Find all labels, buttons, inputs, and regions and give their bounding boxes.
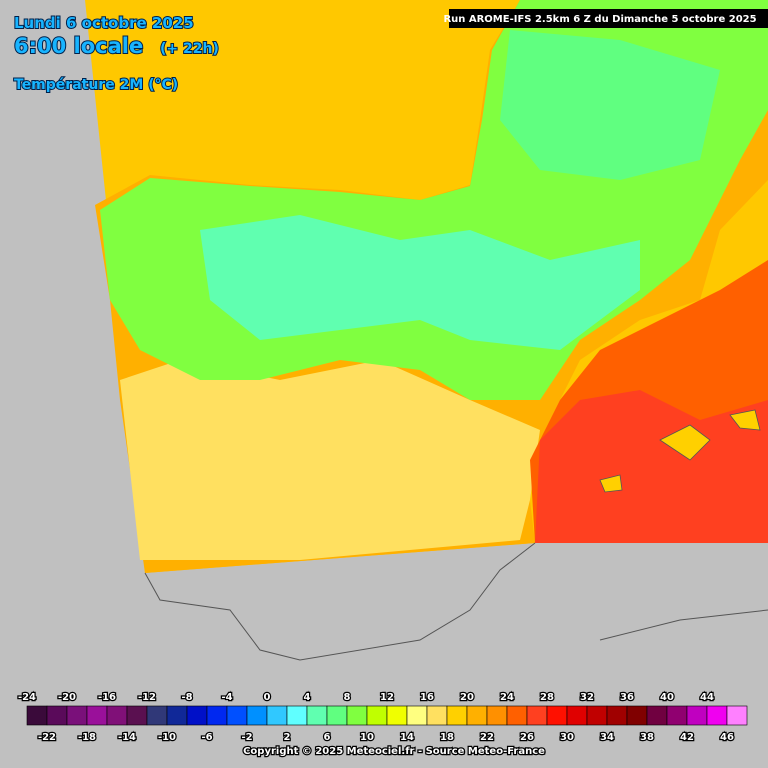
island	[659, 424, 711, 461]
color-swatch	[526, 705, 548, 726]
legend-label: 6	[324, 732, 331, 743]
color-swatch	[406, 705, 428, 726]
legend-label: 22	[480, 732, 494, 743]
legend-label: -16	[98, 692, 116, 703]
land-cool	[200, 215, 640, 350]
color-swatch	[446, 705, 468, 726]
color-swatch	[306, 705, 328, 726]
color-swatch	[246, 705, 268, 726]
legend-label: 2	[284, 732, 291, 743]
legend-label: 12	[380, 692, 394, 703]
legend-label: 42	[680, 732, 694, 743]
legend-label: 26	[520, 732, 534, 743]
color-swatch	[686, 705, 708, 726]
color-swatch	[486, 705, 508, 726]
color-swatch	[606, 705, 628, 726]
legend-label: 14	[400, 732, 414, 743]
color-swatch	[546, 705, 568, 726]
color-swatch	[86, 705, 108, 726]
legend-label: 38	[640, 732, 654, 743]
color-swatch	[106, 705, 128, 726]
color-swatch	[66, 705, 88, 726]
legend-label: -22	[38, 732, 56, 743]
legend-label: -14	[118, 732, 136, 743]
legend-label: -8	[181, 692, 192, 703]
legend-label: 36	[620, 692, 634, 703]
date: Lundi 6 octobre 2025	[14, 14, 194, 32]
legend-label: 46	[720, 732, 734, 743]
color-swatch	[726, 705, 748, 726]
color-swatch	[126, 705, 148, 726]
legend-label: 0	[264, 692, 271, 703]
legend-label: 34	[600, 732, 614, 743]
land-france	[500, 30, 720, 180]
legend-label: 20	[460, 692, 474, 703]
color-swatch	[26, 705, 48, 726]
color-swatch	[506, 705, 528, 726]
legend-label: -12	[138, 692, 156, 703]
legend-label: 32	[580, 692, 594, 703]
color-swatch	[426, 705, 448, 726]
island	[729, 409, 761, 431]
legend-label: 30	[560, 732, 574, 743]
legend-label: 16	[420, 692, 434, 703]
coastline	[599, 609, 768, 641]
legend-label: -6	[201, 732, 212, 743]
color-swatch	[286, 705, 308, 726]
island	[599, 474, 623, 493]
legend-label: -20	[58, 692, 76, 703]
run-info: Run AROME-IFS 2.5km 6 Z du Dimanche 5 oc…	[443, 14, 756, 25]
legend-label: 24	[500, 692, 514, 703]
color-swatch	[166, 705, 188, 726]
copyright: Copyright © 2025 Meteociel.fr - Source M…	[243, 746, 545, 757]
color-swatch	[466, 705, 488, 726]
legend: -24-22-20-18-16-14-12-10-8-6-4-202468101…	[17, 691, 748, 744]
legend-label: -4	[221, 692, 232, 703]
color-swatch	[386, 705, 408, 726]
sea-hot	[535, 390, 768, 543]
legend-label: -2	[241, 732, 252, 743]
color-swatch	[186, 705, 208, 726]
legend-label: -24	[18, 692, 36, 703]
color-swatch	[666, 705, 688, 726]
color-swatch	[206, 705, 228, 726]
color-swatch	[626, 705, 648, 726]
legend-label: 4	[304, 692, 311, 703]
legend-label: -18	[78, 732, 96, 743]
color-swatch	[146, 705, 168, 726]
time: 6:00 locale	[14, 34, 143, 58]
color-swatch	[706, 705, 728, 726]
run-box	[449, 9, 768, 28]
legend-label: 28	[540, 692, 554, 703]
legend-label: 10	[360, 732, 374, 743]
coastline	[144, 542, 536, 661]
color-swatch	[646, 705, 668, 726]
legend-label: -10	[158, 732, 176, 743]
color-swatch	[46, 705, 68, 726]
legend-label: 18	[440, 732, 454, 743]
legend-label: 44	[700, 692, 714, 703]
color-swatch	[266, 705, 288, 726]
legend-label: 40	[660, 692, 674, 703]
color-swatch	[366, 705, 388, 726]
offset: (+ 22h)	[160, 41, 219, 57]
parameter: Température 2M (°C)	[14, 77, 178, 93]
color-swatch	[326, 705, 348, 726]
color-swatch	[226, 705, 248, 726]
legend-label: 8	[344, 692, 351, 703]
color-swatch	[346, 705, 368, 726]
land-mid	[120, 360, 540, 560]
color-swatch	[586, 705, 608, 726]
color-swatch	[566, 705, 588, 726]
